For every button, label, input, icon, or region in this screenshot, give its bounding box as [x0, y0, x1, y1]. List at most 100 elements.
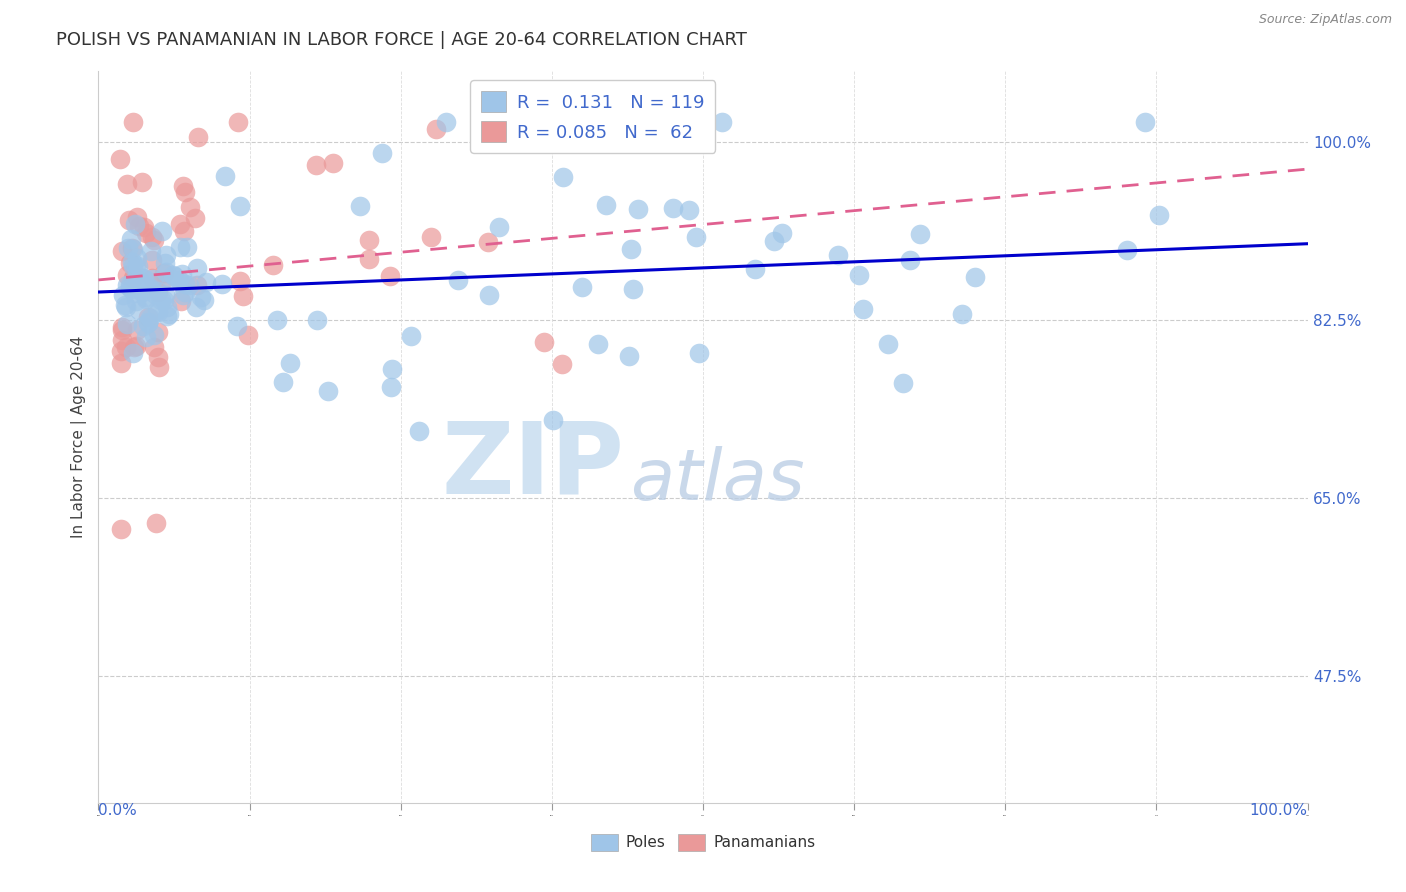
Point — [110, 152, 132, 166]
Point — [138, 315, 160, 329]
Point — [141, 244, 163, 259]
Point — [187, 129, 209, 144]
Point — [110, 521, 132, 535]
Point — [131, 280, 153, 294]
Point — [146, 350, 169, 364]
Point — [115, 268, 138, 282]
Point — [595, 198, 617, 212]
Point — [111, 323, 134, 337]
Point — [762, 234, 785, 248]
Point — [186, 278, 208, 293]
Point — [214, 169, 236, 183]
Point — [211, 277, 233, 291]
Point — [156, 310, 179, 324]
Point — [128, 302, 150, 317]
Point — [827, 248, 849, 262]
Point — [132, 270, 155, 285]
Point — [135, 290, 157, 304]
Point — [305, 159, 328, 173]
Point — [169, 240, 191, 254]
Point — [710, 115, 733, 129]
Point — [121, 259, 143, 273]
Point — [447, 273, 470, 287]
Point — [169, 217, 191, 231]
Point — [172, 179, 194, 194]
Point — [122, 340, 145, 354]
Point — [143, 287, 166, 301]
Point — [110, 343, 132, 358]
Point — [131, 270, 153, 285]
Point — [150, 224, 173, 238]
Point — [621, 282, 644, 296]
Point — [110, 319, 132, 334]
Point — [685, 230, 707, 244]
Point — [114, 340, 136, 354]
Point — [425, 121, 447, 136]
Point — [120, 232, 142, 246]
Text: Source: ZipAtlas.com: Source: ZipAtlas.com — [1258, 13, 1392, 27]
Point — [266, 313, 288, 327]
Point — [688, 346, 710, 360]
Point — [136, 279, 159, 293]
Point — [117, 241, 139, 255]
Point — [1116, 243, 1139, 257]
Point — [226, 318, 249, 333]
Point — [143, 233, 166, 247]
Point — [678, 202, 700, 217]
Point — [186, 260, 208, 275]
Point — [135, 330, 157, 344]
Point — [121, 255, 143, 269]
Point — [950, 307, 973, 321]
Point — [148, 285, 170, 300]
Y-axis label: In Labor Force | Age 20-64: In Labor Force | Age 20-64 — [72, 336, 87, 538]
Point — [620, 243, 643, 257]
Point — [533, 334, 555, 349]
Point — [118, 256, 141, 270]
Point — [146, 284, 169, 298]
Point — [120, 282, 142, 296]
Point — [162, 268, 184, 282]
Point — [190, 290, 212, 304]
Point — [124, 217, 146, 231]
Point — [146, 305, 169, 319]
Point — [159, 307, 181, 321]
Point — [125, 277, 148, 292]
Point — [179, 277, 201, 292]
Point — [408, 424, 430, 438]
Point — [172, 288, 194, 302]
Point — [135, 293, 157, 307]
Point — [111, 244, 134, 258]
Point — [316, 384, 339, 398]
Point — [359, 252, 381, 266]
Point — [122, 271, 145, 285]
Point — [176, 240, 198, 254]
Point — [142, 328, 165, 343]
Point — [125, 294, 148, 309]
Point — [232, 289, 254, 303]
Point — [146, 303, 169, 318]
Point — [420, 229, 443, 244]
Point — [848, 268, 870, 282]
Point — [141, 252, 163, 267]
Point — [478, 288, 501, 302]
Point — [226, 115, 249, 129]
Point — [167, 273, 190, 287]
Point — [170, 294, 193, 309]
Point — [586, 336, 609, 351]
Point — [1133, 115, 1156, 129]
Point — [194, 275, 217, 289]
Point — [125, 323, 148, 337]
Point — [160, 272, 183, 286]
Point — [174, 185, 197, 199]
Point — [141, 230, 163, 244]
Point — [155, 265, 177, 279]
Point — [153, 288, 176, 302]
Point — [571, 279, 593, 293]
Point — [477, 235, 499, 250]
Point — [127, 251, 149, 265]
Point — [551, 357, 574, 371]
Point — [179, 200, 201, 214]
Point — [139, 310, 162, 325]
Point — [131, 285, 153, 300]
Point — [378, 269, 401, 284]
